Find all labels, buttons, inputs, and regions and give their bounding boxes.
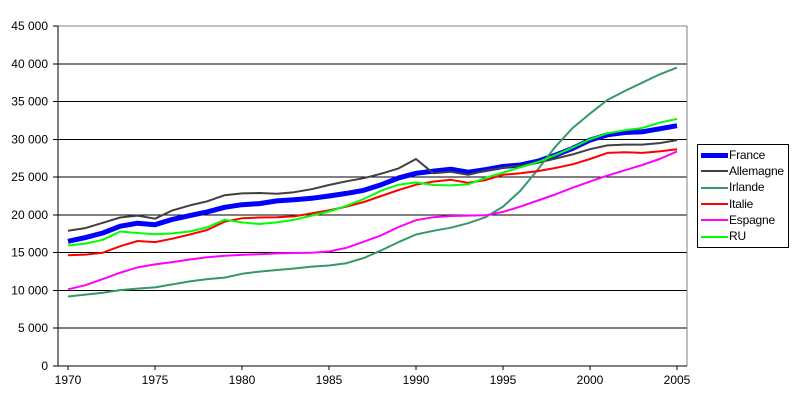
legend-swatch <box>701 152 728 158</box>
legend-item-italie: Italie <box>701 197 788 212</box>
y-tick-label: 20 000 <box>11 208 48 222</box>
legend-item-irlande: Irlande <box>701 180 788 195</box>
series-line-italie <box>67 148 678 257</box>
legend-item-espagne: Espagne <box>701 213 788 228</box>
series-line-allemagne <box>67 139 678 232</box>
series-line-ru <box>67 117 678 247</box>
legend-item-label: Irlande <box>729 180 765 195</box>
x-tick-label: 2005 <box>664 373 691 387</box>
x-tick-label: 1970 <box>55 373 82 387</box>
legend-item-label: RU <box>729 229 746 244</box>
legend-swatch <box>701 170 728 173</box>
x-tick-label: 2000 <box>577 373 604 387</box>
legend-item-label: Italie <box>729 196 754 211</box>
legend-swatch <box>701 186 728 189</box>
legend-swatch <box>701 235 728 238</box>
y-tick-label: 40 000 <box>11 57 48 71</box>
legend-item-label: Allemagne <box>729 163 784 178</box>
y-tick-label: 45 000 <box>11 19 48 33</box>
y-tick-label: 10 000 <box>11 283 48 297</box>
x-tick-label: 1985 <box>316 373 343 387</box>
legend-swatch <box>701 219 728 222</box>
legend-swatch <box>701 203 728 206</box>
x-tick-label: 1990 <box>403 373 430 387</box>
legend-item-ru: RU <box>701 229 788 244</box>
series-line-espagne <box>67 150 678 291</box>
y-tick-label: 30 000 <box>11 132 48 146</box>
legend-item-label: Espagne <box>729 212 775 227</box>
legend-item-label: France <box>729 147 766 162</box>
legend-item-france: France <box>701 148 788 163</box>
x-tick-label: 1975 <box>142 373 169 387</box>
x-tick-label: 1980 <box>229 373 256 387</box>
y-tick-label: 35 000 <box>11 95 48 109</box>
legend-item-allemagne: Allemagne <box>701 164 788 179</box>
series-line-irlande <box>67 66 678 298</box>
y-tick-label: 25 000 <box>11 170 48 184</box>
y-tick-label: 15 000 <box>11 246 48 260</box>
legend: France Allemagne Irlande Italie Espagne … <box>697 144 789 248</box>
y-tick-label: 0 <box>41 359 48 373</box>
x-tick-label: 1995 <box>490 373 517 387</box>
y-tick-label: 5 000 <box>18 321 48 335</box>
